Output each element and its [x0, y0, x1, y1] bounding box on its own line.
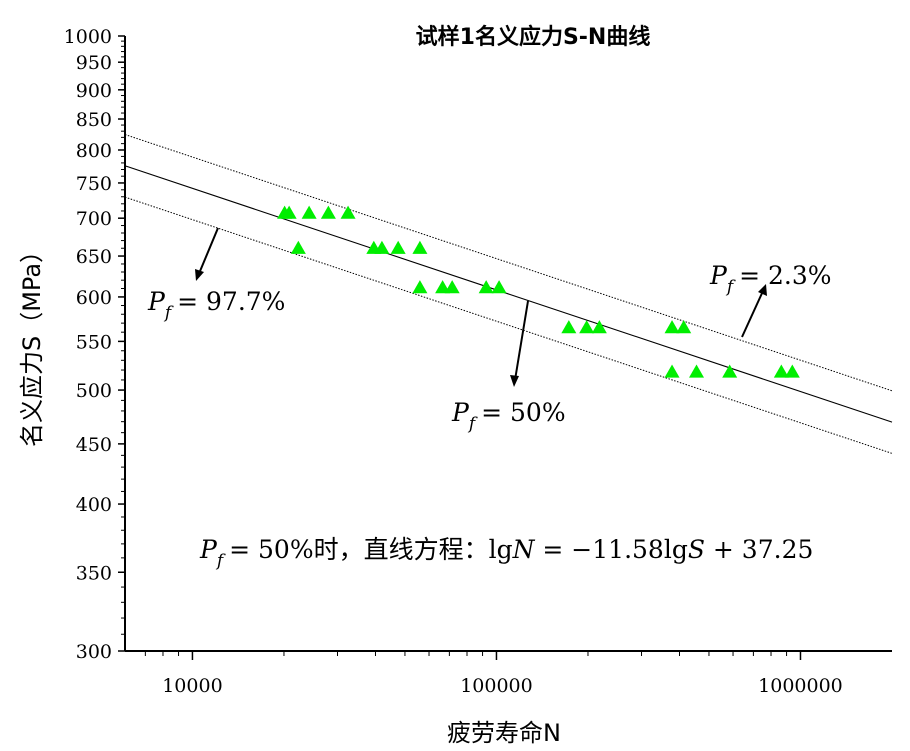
data-points	[277, 205, 800, 378]
data-point-marker	[676, 320, 692, 334]
data-point-marker	[784, 364, 800, 378]
title-group: 试样1名义应力S-N曲线	[416, 24, 651, 50]
y-tick-label: 900	[76, 80, 112, 102]
y-tick-label: 500	[76, 380, 112, 402]
data-point-marker	[290, 240, 306, 254]
x-tick-label: 100000	[460, 675, 533, 697]
pf-2-label: Pf = 2.3%	[709, 261, 832, 297]
y-axis-title: 名义应力S（MPa）	[18, 239, 46, 447]
data-point-marker	[374, 240, 390, 254]
arrow-pf-97-head	[195, 269, 204, 281]
arrow-pf-2-head	[758, 284, 767, 296]
data-point-marker	[281, 205, 297, 219]
data-point-marker	[579, 320, 595, 334]
y-tick-label: 350	[76, 562, 112, 584]
data-point-marker	[301, 205, 317, 219]
data-point-marker	[478, 280, 494, 294]
data-point-marker	[390, 240, 406, 254]
x-axis-label: 疲劳寿命N	[447, 719, 561, 747]
plot-lines	[124, 134, 893, 454]
y-tick-label: 550	[76, 331, 112, 353]
x-ticks: 10000 100000 1000000	[144, 651, 843, 697]
arrow-pf-2	[741, 290, 764, 338]
y-tick-label: 600	[76, 287, 112, 309]
pf-50-label: Pf = 50%	[451, 398, 566, 434]
data-point-marker	[444, 280, 460, 294]
y-tick-label: 850	[76, 109, 112, 131]
y-tick-label: 650	[76, 246, 112, 268]
chart-title: 试样1名义应力S-N曲线	[416, 24, 651, 50]
y-tick-label: 700	[76, 208, 112, 230]
data-point-marker	[412, 240, 428, 254]
y-tick-label: 300	[76, 641, 112, 663]
data-point-marker	[689, 364, 705, 378]
x-tick-label: 10000	[162, 675, 222, 697]
data-point-marker	[664, 364, 680, 378]
arrow-pf-50-head	[510, 375, 519, 387]
data-point-marker	[722, 364, 738, 378]
y-tick-label: 1000	[64, 26, 112, 48]
x-tick-label: 1000000	[758, 675, 843, 697]
fit-line-pf-50	[124, 165, 893, 423]
arrow-pf-50	[514, 300, 529, 381]
y-axis-label: 名义应力S（MPa）	[18, 239, 46, 447]
axes	[124, 36, 892, 652]
y-tick-label: 800	[76, 140, 112, 162]
data-point-marker	[435, 280, 451, 294]
arrow-pf-97	[197, 227, 219, 277]
data-point-marker	[340, 205, 356, 219]
data-point-marker	[591, 320, 607, 334]
data-point-marker	[320, 205, 336, 219]
pf-97-label: Pf = 97.7%	[147, 287, 285, 323]
data-point-marker	[773, 364, 789, 378]
y-tick-label: 750	[76, 173, 112, 195]
y-ticks: 300 350 400 450 500 550 600 650 700 750 800 850 900 9…	[64, 26, 125, 663]
data-point-marker	[491, 280, 507, 294]
data-point-marker	[561, 320, 577, 334]
y-tick-label: 450	[76, 434, 112, 456]
equation-label: Pf = 50%时，直线方程：lgN = −11.58lgS + 37.25	[199, 535, 813, 571]
annotations: Pf = 97.7% Pf = 50% Pf = 2.3% Pf = 50%时，直线方程…	[147, 227, 832, 571]
data-point-marker	[412, 280, 428, 294]
data-point-marker	[664, 320, 680, 334]
y-tick-label: 950	[76, 52, 112, 74]
y-tick-label: 400	[76, 494, 112, 516]
